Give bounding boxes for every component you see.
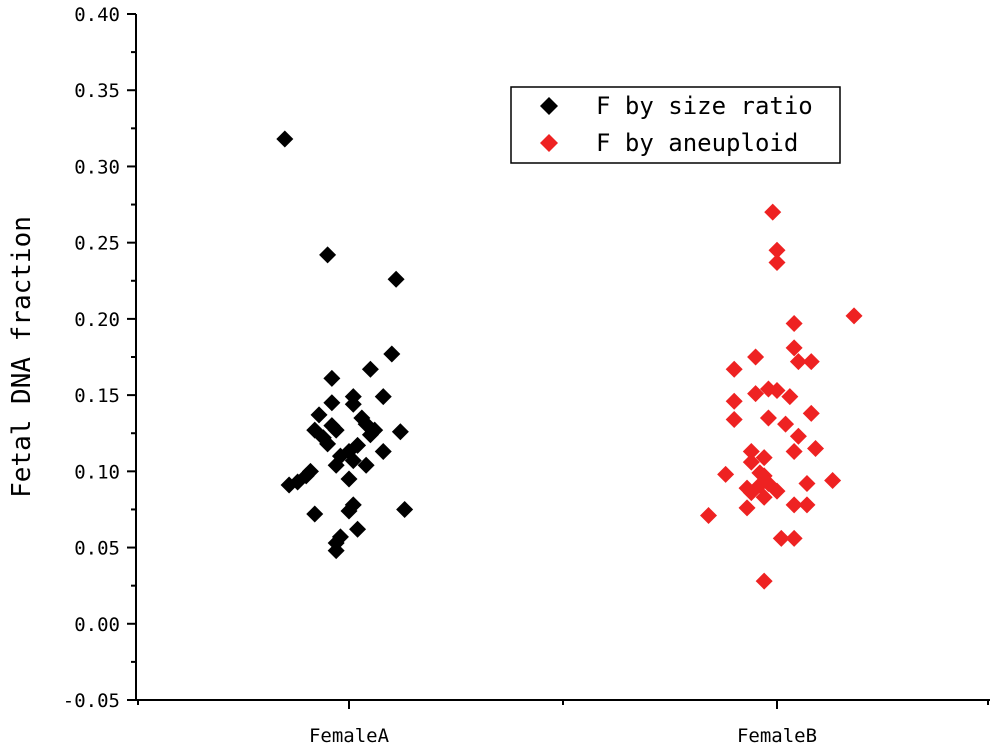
point-aneuploid-25 bbox=[717, 465, 735, 483]
point-size-ratio-27 bbox=[357, 456, 375, 474]
legend-label-aneuploid: F by aneuploid bbox=[596, 129, 798, 157]
point-size-ratio-9 bbox=[344, 395, 362, 413]
y-tick-label: 0.15 bbox=[74, 385, 120, 407]
point-size-ratio-31 bbox=[280, 476, 298, 494]
point-aneuploid-1 bbox=[768, 241, 786, 259]
point-size-ratio-10 bbox=[310, 406, 328, 424]
point-aneuploid-29 bbox=[798, 475, 816, 493]
point-aneuploid-22 bbox=[742, 443, 760, 461]
point-size-ratio-36 bbox=[306, 505, 324, 523]
point-size-ratio-35 bbox=[396, 500, 414, 518]
point-aneuploid-19 bbox=[789, 427, 807, 445]
x-tick-label-femalea: FemaleA bbox=[309, 725, 390, 747]
point-aneuploid-24 bbox=[742, 453, 760, 471]
point-aneuploid-3 bbox=[845, 307, 863, 325]
point-size-ratio-13 bbox=[327, 421, 345, 439]
point-size-ratio-26 bbox=[344, 452, 362, 470]
point-size-ratio-7 bbox=[323, 394, 341, 412]
y-tick-label: 0.40 bbox=[74, 4, 120, 26]
y-axis-ticks: -0.05 0.00 0.05 0.10 0.15 0.20 0.25 0.30 0.35 0.4… bbox=[63, 4, 136, 712]
legend: F by size ratio F by aneuploid bbox=[510, 86, 841, 164]
point-aneuploid-20 bbox=[807, 439, 825, 457]
point-aneuploid-41 bbox=[785, 529, 803, 547]
point-aneuploid-42 bbox=[755, 572, 773, 590]
point-size-ratio-37 bbox=[349, 520, 367, 538]
point-aneuploid-2 bbox=[768, 253, 786, 271]
point-size-ratio-20 bbox=[319, 435, 337, 453]
point-size-ratio-5 bbox=[361, 360, 379, 378]
point-size-ratio-32 bbox=[340, 470, 358, 488]
point-size-ratio-6 bbox=[374, 388, 392, 406]
point-size-ratio-23 bbox=[374, 443, 392, 461]
point-aneuploid-38 bbox=[738, 499, 756, 517]
point-aneuploid-7 bbox=[789, 353, 807, 371]
y-tick-label: 0.10 bbox=[74, 461, 120, 483]
point-aneuploid-6 bbox=[747, 348, 765, 366]
point-aneuploid-34 bbox=[768, 482, 786, 500]
point-aneuploid-14 bbox=[725, 392, 743, 410]
point-aneuploid-33 bbox=[742, 484, 760, 502]
point-aneuploid-39 bbox=[700, 507, 718, 525]
legend-marker-aneuploid bbox=[540, 134, 558, 152]
y-axis-title: Fetal DNA fraction bbox=[7, 216, 37, 498]
point-size-ratio-0 bbox=[276, 130, 294, 148]
point-aneuploid-5 bbox=[785, 339, 803, 357]
point-aneuploid-18 bbox=[777, 415, 795, 433]
point-aneuploid-23 bbox=[755, 449, 773, 467]
y-tick-label: 0.30 bbox=[74, 156, 120, 178]
x-tick-label-femaleb: FemaleB bbox=[737, 725, 817, 747]
legend-box bbox=[510, 86, 841, 164]
legend-marker-size-ratio bbox=[540, 97, 558, 115]
point-aneuploid-17 bbox=[725, 411, 743, 429]
point-size-ratio-25 bbox=[327, 456, 345, 474]
y-tick-label: 0.20 bbox=[74, 309, 120, 331]
point-aneuploid-28 bbox=[824, 471, 842, 489]
point-size-ratio-3 bbox=[383, 345, 401, 363]
legend-label-size-ratio: F by size ratio bbox=[596, 92, 813, 120]
x-axis-ticks: FemaleA FemaleB bbox=[137, 700, 989, 747]
point-aneuploid-40 bbox=[772, 529, 790, 547]
point-size-ratio-16 bbox=[391, 423, 409, 441]
point-size-ratio-17 bbox=[361, 426, 379, 444]
y-tick-label: 0.25 bbox=[74, 233, 120, 255]
point-size-ratio-4 bbox=[323, 369, 341, 387]
y-tick-label: 0.00 bbox=[74, 614, 120, 636]
point-aneuploid-36 bbox=[785, 496, 803, 514]
point-aneuploid-4 bbox=[785, 314, 803, 332]
point-size-ratio-34 bbox=[340, 502, 358, 520]
point-aneuploid-0 bbox=[764, 203, 782, 221]
point-aneuploid-8 bbox=[802, 353, 820, 371]
point-aneuploid-11 bbox=[768, 382, 786, 400]
point-aneuploid-16 bbox=[759, 409, 777, 427]
point-size-ratio-1 bbox=[319, 246, 337, 264]
y-tick-label: -0.05 bbox=[63, 690, 120, 712]
y-tick-label: 0.05 bbox=[74, 538, 120, 560]
data-points bbox=[276, 130, 863, 590]
point-aneuploid-37 bbox=[798, 496, 816, 514]
point-aneuploid-15 bbox=[802, 404, 820, 422]
point-aneuploid-21 bbox=[785, 443, 803, 461]
point-aneuploid-12 bbox=[747, 385, 765, 403]
point-size-ratio-2 bbox=[387, 270, 405, 288]
point-aneuploid-35 bbox=[755, 488, 773, 506]
y-tick-label: 0.35 bbox=[74, 80, 120, 102]
point-aneuploid-13 bbox=[781, 388, 799, 406]
point-size-ratio-40 bbox=[327, 542, 345, 560]
point-aneuploid-9 bbox=[725, 360, 743, 378]
